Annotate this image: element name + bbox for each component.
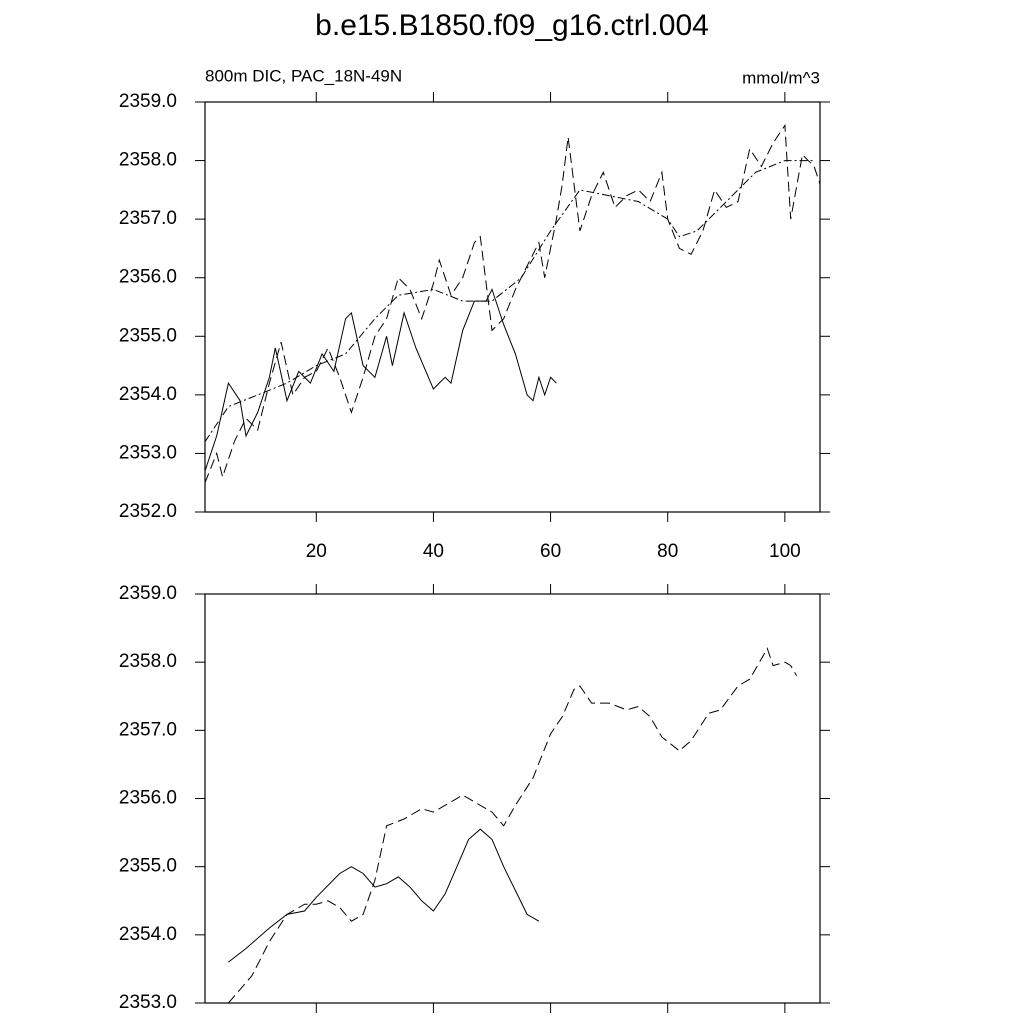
plot-frame: [204, 593, 821, 1004]
y-tick-label: 2358.0: [119, 150, 177, 171]
chart-title: b.e15.B1850.f09_g16.ctrl.004: [315, 9, 709, 42]
x-tick-label: 80: [657, 541, 678, 562]
y-tick-label: 2358.0: [119, 651, 177, 672]
y-tick-label: 2355.0: [119, 856, 177, 877]
plot-frame: [204, 101, 821, 513]
y-tick-label: 2354.0: [119, 924, 177, 945]
subtitle: 800m DIC, PAC_18N-49N: [205, 66, 402, 85]
y-tick-label: 2353.0: [119, 442, 177, 463]
y-tick-label: 2357.0: [119, 719, 177, 740]
line-series: [204, 160, 815, 442]
y-tick-label: 2357.0: [119, 208, 177, 229]
y-tick-label: 2359.0: [119, 583, 177, 604]
x-tick-label: 20: [306, 541, 327, 562]
y-tick-label: 2356.0: [119, 788, 177, 809]
y-tick-label: 2353.0: [119, 992, 177, 1013]
y-tick-label: 2354.0: [119, 384, 177, 405]
y-tick-label: 2355.0: [119, 325, 177, 346]
line-series: [204, 123, 821, 483]
y-tick-label: 2359.0: [119, 91, 177, 112]
line-series: [228, 647, 798, 1004]
x-tick-label: 40: [423, 541, 444, 562]
units: mmol/m^3: [742, 68, 820, 87]
y-tick-label: 2356.0: [119, 267, 177, 288]
x-tick-label: 60: [540, 541, 561, 562]
line-series: [204, 288, 557, 472]
line-series: [228, 828, 540, 963]
y-tick-label: 2352.0: [119, 501, 177, 522]
x-tick-label: 100: [769, 541, 801, 562]
